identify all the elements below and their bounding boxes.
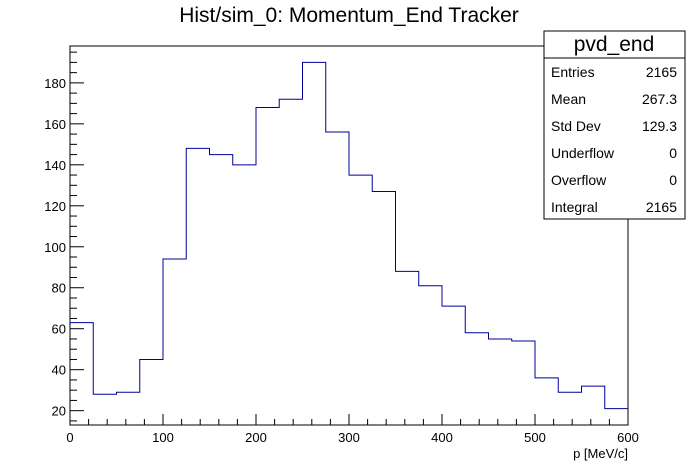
- histogram-bin: [558, 392, 581, 425]
- histogram-bin: [326, 132, 349, 425]
- stats-row-value: 267.3: [642, 91, 677, 107]
- x-tick-label: 0: [66, 430, 73, 445]
- y-tick-label: 140: [44, 158, 66, 173]
- y-tick-label: 160: [44, 117, 66, 132]
- stats-row-label: Entries: [551, 64, 595, 80]
- y-tick-label: 180: [44, 76, 66, 91]
- stats-row-value: 0: [669, 172, 677, 188]
- stats-box-title: pvd_end: [574, 33, 655, 56]
- histogram-bin: [210, 155, 233, 425]
- x-axis-title: p [MeV/c]: [573, 446, 628, 461]
- histogram-bin: [70, 323, 93, 425]
- stats-row-value: 2165: [646, 199, 677, 215]
- chart-title: Hist/sim_0: Momentum_End Tracker: [179, 4, 519, 27]
- histogram-bin: [140, 359, 163, 425]
- y-tick-label: 40: [52, 363, 66, 378]
- histogram-bin: [186, 148, 209, 425]
- histogram-bin: [163, 259, 186, 425]
- x-tick-label: 100: [152, 430, 174, 445]
- histogram-series-line: [70, 61, 628, 410]
- histogram-bin: [442, 306, 465, 425]
- histogram-bin: [117, 392, 140, 425]
- histogram-bin: [465, 333, 488, 425]
- y-tick-label: 60: [52, 322, 66, 337]
- histogram-bin: [93, 394, 116, 425]
- histogram-bin: [279, 99, 302, 425]
- stats-row-label: Overflow: [551, 172, 607, 188]
- histogram-bin: [396, 271, 419, 425]
- histogram-bin: [372, 191, 395, 425]
- stats-row-label: Underflow: [551, 145, 615, 161]
- x-tick-label: 300: [338, 430, 360, 445]
- x-tick-label: 400: [431, 430, 453, 445]
- histogram-bin: [256, 107, 279, 425]
- histogram-bin: [535, 378, 558, 425]
- x-tick-label: 600: [617, 430, 639, 445]
- histogram-bin: [419, 286, 442, 425]
- histogram-bin: [582, 386, 605, 425]
- x-tick-label: 500: [524, 430, 546, 445]
- y-tick-label: 120: [44, 199, 66, 214]
- histogram-bin: [303, 62, 326, 425]
- stats-row-value: 2165: [646, 64, 677, 80]
- stats-row-label: Mean: [551, 91, 586, 107]
- x-axis: 0 100 200 300 400 500 600: [66, 414, 639, 445]
- histogram-bin: [512, 341, 535, 425]
- stats-box: pvd_end Entries 2165 Mean 267.3 Std Dev 129.3…: [543, 30, 686, 220]
- y-tick-label: 100: [44, 240, 66, 255]
- stats-row-value: 129.3: [642, 118, 677, 134]
- histogram-bin: [489, 339, 512, 425]
- histogram-bin: [233, 165, 256, 425]
- y-tick-label: 80: [52, 281, 66, 296]
- x-tick-label: 200: [245, 430, 267, 445]
- stats-row-label: Integral: [551, 199, 598, 215]
- histogram-bin: [349, 175, 372, 425]
- stats-row-value: 0: [669, 145, 677, 161]
- stats-box-rows: Entries 2165 Mean 267.3 Std Dev 129.3 Underflo…: [551, 64, 677, 215]
- y-axis: 20 40 60 80 100 120 140 160 180: [44, 51, 84, 422]
- y-tick-label: 20: [52, 404, 66, 419]
- histogram-bin: [605, 409, 628, 425]
- stats-row-label: Std Dev: [551, 118, 601, 134]
- stats-box-frame: [543, 30, 686, 220]
